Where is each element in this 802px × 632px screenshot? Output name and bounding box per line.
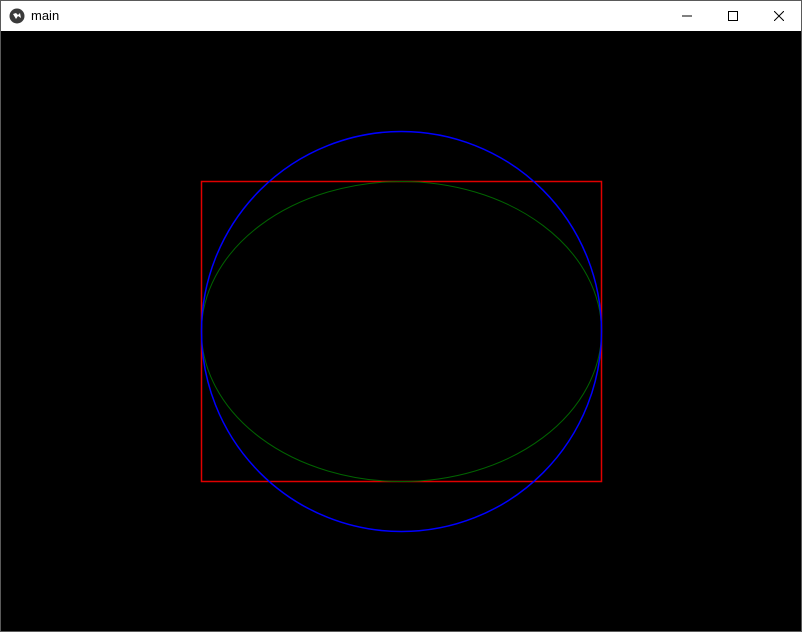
- minimize-button[interactable]: [664, 1, 710, 31]
- close-icon: [774, 11, 784, 21]
- maximize-button[interactable]: [710, 1, 756, 31]
- drawing-canvas: [1, 31, 801, 631]
- minimize-icon: [682, 15, 692, 17]
- maximize-icon: [728, 11, 738, 21]
- shapes-svg: [200, 130, 603, 533]
- title-bar[interactable]: main: [1, 1, 801, 31]
- kivy-logo-icon: [9, 8, 25, 24]
- rectangle-shape: [200, 180, 603, 483]
- window-title: main: [31, 8, 60, 23]
- circle-shape: [200, 130, 603, 533]
- ellipse-shape: [201, 181, 602, 482]
- close-button[interactable]: [756, 1, 802, 31]
